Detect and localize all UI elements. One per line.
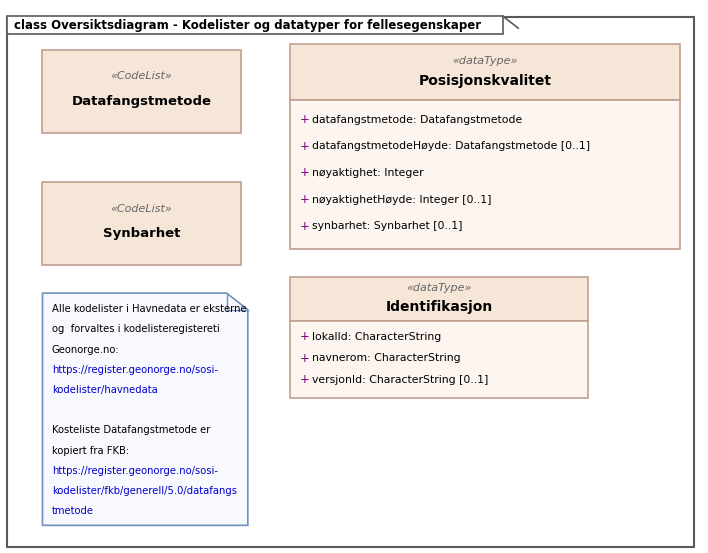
Text: kodelister/havnedata: kodelister/havnedata <box>52 385 157 395</box>
FancyBboxPatch shape <box>42 182 241 265</box>
Text: +: + <box>299 193 309 206</box>
Text: navnerom: CharacterString: navnerom: CharacterString <box>312 353 460 363</box>
Text: https://register.geonorge.no/sosi-: https://register.geonorge.no/sosi- <box>52 466 217 476</box>
Text: +: + <box>299 220 309 233</box>
Text: tmetode: tmetode <box>52 506 93 516</box>
Text: datafangstmetodeHøyde: Datafangstmetode [0..1]: datafangstmetodeHøyde: Datafangstmetode … <box>312 141 590 151</box>
Text: «CodeList»: «CodeList» <box>110 71 173 81</box>
Text: Geonorge.no:: Geonorge.no: <box>52 345 120 354</box>
Text: lokalId: CharacterString: lokalId: CharacterString <box>312 332 441 342</box>
Text: +: + <box>299 140 309 153</box>
Text: datafangstmetode: Datafangstmetode: datafangstmetode: Datafangstmetode <box>312 114 522 124</box>
Text: Identifikasjon: Identifikasjon <box>385 300 493 315</box>
Text: nøyaktighetHøyde: Integer [0..1]: nøyaktighetHøyde: Integer [0..1] <box>312 195 491 205</box>
Text: og  forvaltes i kodelisteregistereti: og forvaltes i kodelisteregistereti <box>52 325 219 335</box>
Text: kopiert fra FKB:: kopiert fra FKB: <box>52 446 129 456</box>
Text: kodelister/fkb/generell/5.0/datafangs: kodelister/fkb/generell/5.0/datafangs <box>52 486 236 496</box>
FancyBboxPatch shape <box>42 50 241 133</box>
Text: +: + <box>299 113 309 126</box>
Text: Alle kodelister i Havnedata er eksterne: Alle kodelister i Havnedata er eksterne <box>52 304 246 314</box>
Text: Synbarhet: Synbarhet <box>103 227 181 241</box>
Text: «dataType»: «dataType» <box>406 283 472 293</box>
FancyBboxPatch shape <box>290 276 588 321</box>
Text: class Oversiktsdiagram - Kodelister og datatyper for fellesegenskaper: class Oversiktsdiagram - Kodelister og d… <box>14 19 481 32</box>
Text: Datafangstmetode: Datafangstmetode <box>72 95 212 108</box>
FancyBboxPatch shape <box>7 16 503 34</box>
FancyBboxPatch shape <box>290 100 680 249</box>
FancyBboxPatch shape <box>290 321 588 398</box>
Text: Posisjonskvalitet: Posisjonskvalitet <box>418 74 552 88</box>
Text: synbarhet: Synbarhet [0..1]: synbarhet: Synbarhet [0..1] <box>312 221 462 231</box>
Text: +: + <box>299 330 309 343</box>
Text: «dataType»: «dataType» <box>452 56 518 66</box>
Text: versjonId: CharacterString [0..1]: versjonId: CharacterString [0..1] <box>312 375 488 385</box>
FancyBboxPatch shape <box>7 17 694 547</box>
FancyBboxPatch shape <box>290 44 680 100</box>
Text: Kosteliste Datafangstmetode er: Kosteliste Datafangstmetode er <box>52 425 210 435</box>
Text: https://register.geonorge.no/sosi-: https://register.geonorge.no/sosi- <box>52 365 217 375</box>
Text: «CodeList»: «CodeList» <box>110 204 173 214</box>
Text: +: + <box>299 352 309 365</box>
Text: nøyaktighet: Integer: nøyaktighet: Integer <box>312 168 423 178</box>
Text: +: + <box>299 166 309 179</box>
Text: +: + <box>299 373 309 387</box>
Polygon shape <box>42 293 248 525</box>
